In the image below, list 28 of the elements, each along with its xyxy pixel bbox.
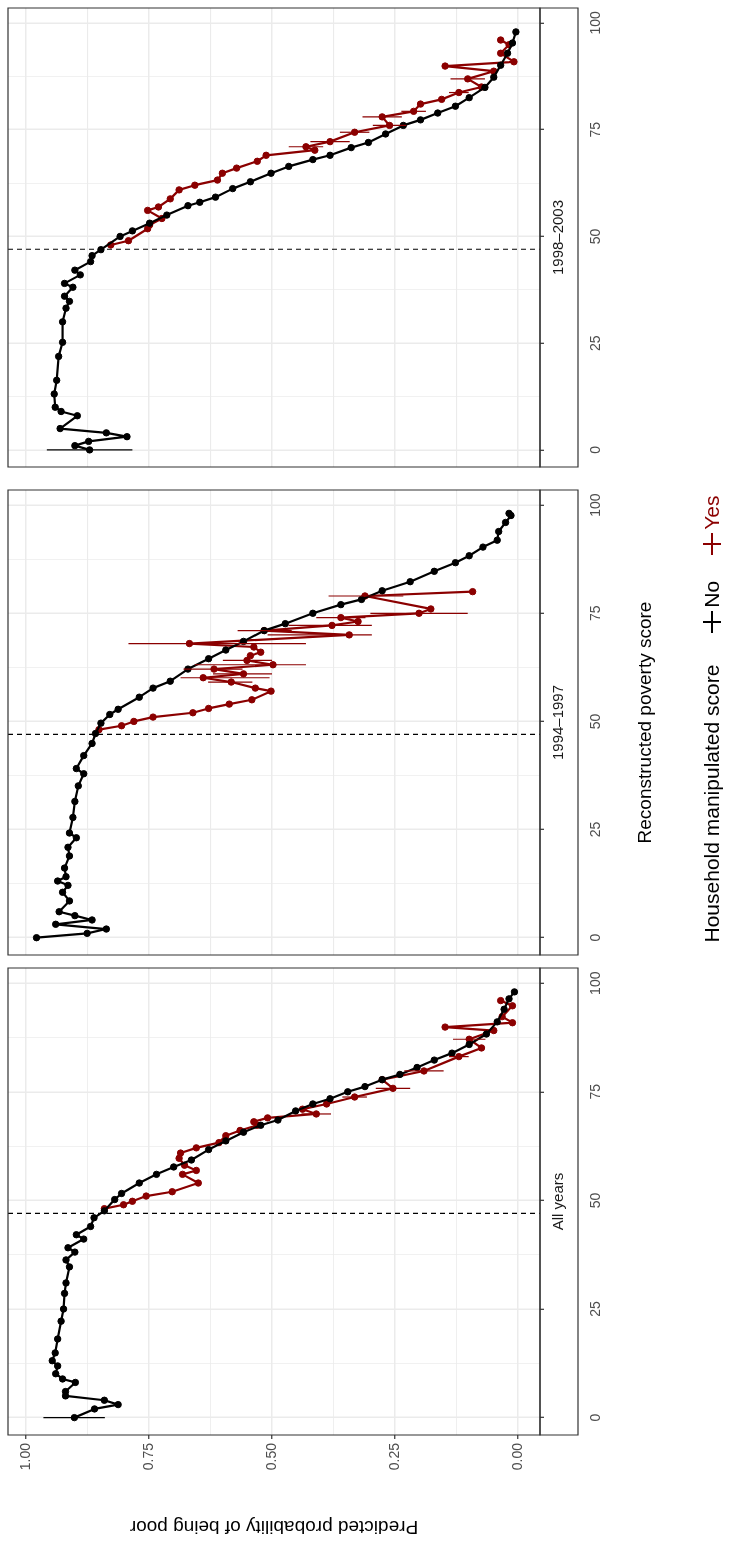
text: All years bbox=[549, 1172, 567, 1231]
y-tick-label: 50 bbox=[587, 228, 604, 245]
y-tick-label: 100 bbox=[587, 493, 604, 517]
y-tick-label: 25 bbox=[587, 1301, 604, 1317]
y-tick-label: 0 bbox=[587, 1413, 604, 1422]
y-tick-label: 50 bbox=[587, 713, 604, 730]
y-tick-label: 100 bbox=[587, 971, 604, 995]
text: 1998–2003 bbox=[549, 199, 567, 276]
y-tick-label: 0 bbox=[587, 445, 604, 454]
y-axis-title: Reconstructed poverty score bbox=[633, 601, 655, 844]
y-tick-label: 25 bbox=[587, 335, 604, 351]
y-tick-label: 75 bbox=[587, 121, 604, 138]
x-tick-label: 0.00 bbox=[508, 1442, 525, 1471]
y-tick-label: 50 bbox=[587, 1192, 604, 1209]
text: 1994–1997 bbox=[549, 684, 567, 761]
y-tick-label: 75 bbox=[587, 1083, 604, 1100]
x-tick-label: 0.75 bbox=[139, 1442, 156, 1471]
y-tick-label: 25 bbox=[587, 821, 604, 838]
x-tick-label: 1.00 bbox=[17, 1442, 34, 1471]
x-tick-label: 0.50 bbox=[262, 1442, 279, 1471]
text: Yes bbox=[700, 495, 724, 530]
legend-title: Household manipulated score bbox=[700, 664, 724, 943]
x-axis-title: Predicted probability of being poor bbox=[129, 1517, 419, 1539]
y-tick-label: 0 bbox=[587, 933, 604, 942]
text: No bbox=[700, 580, 724, 608]
y-tick-label: 100 bbox=[587, 11, 604, 35]
y-tick-label: 75 bbox=[587, 605, 604, 622]
x-tick-label: 0.25 bbox=[385, 1442, 402, 1471]
